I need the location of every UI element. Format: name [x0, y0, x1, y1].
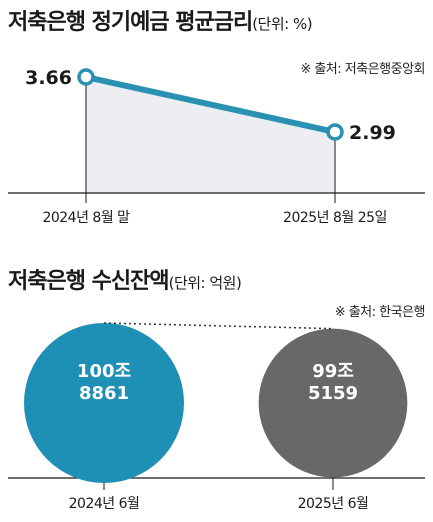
area-fill	[86, 77, 335, 193]
rate-chart-title-text: 저축은행 정기예금 평균금리	[8, 10, 253, 35]
rate-line-chart: 3.66 2.99 2024년 8월 말 2025년 8월 25일	[8, 67, 425, 226]
deposit-chart-title-text: 저축은행 수신잔액	[8, 269, 170, 294]
bubble-label-line1: 100조	[77, 361, 131, 382]
deposit-chart-unit: (단위: 억원)	[168, 274, 242, 292]
x-tick-label: 2024년 6월	[69, 496, 140, 512]
deposit-chart-title: 저축은행 수신잔액(단위: 억원)	[8, 263, 242, 295]
comparison-dotted-line	[103, 322, 334, 330]
x-tick-label: 2025년 6월	[298, 496, 369, 512]
bubble	[258, 328, 408, 478]
data-label: 3.66	[25, 67, 72, 89]
rate-chart-unit: (단위: %)	[252, 15, 313, 33]
bubble-label-line2: 5159	[308, 383, 358, 404]
x-tick-label: 2024년 8월 말	[42, 210, 130, 226]
deposit-chart-source: ※ 출처: 한국은행	[334, 305, 426, 320]
bubble	[24, 323, 184, 483]
bubble-label-line2: 8861	[79, 383, 129, 404]
rate-chart-title: 저축은행 정기예금 평균금리(단위: %)	[8, 4, 313, 36]
bubble-label-line1: 99조	[312, 361, 354, 382]
rate-chart-source: ※ 출처: 저축은행중앙회	[300, 62, 425, 77]
data-point	[77, 68, 95, 86]
x-tick-label: 2025년 8월 25일	[283, 210, 387, 226]
data-point	[326, 123, 344, 141]
data-label: 2.99	[349, 122, 396, 144]
series-line	[83, 74, 338, 135]
